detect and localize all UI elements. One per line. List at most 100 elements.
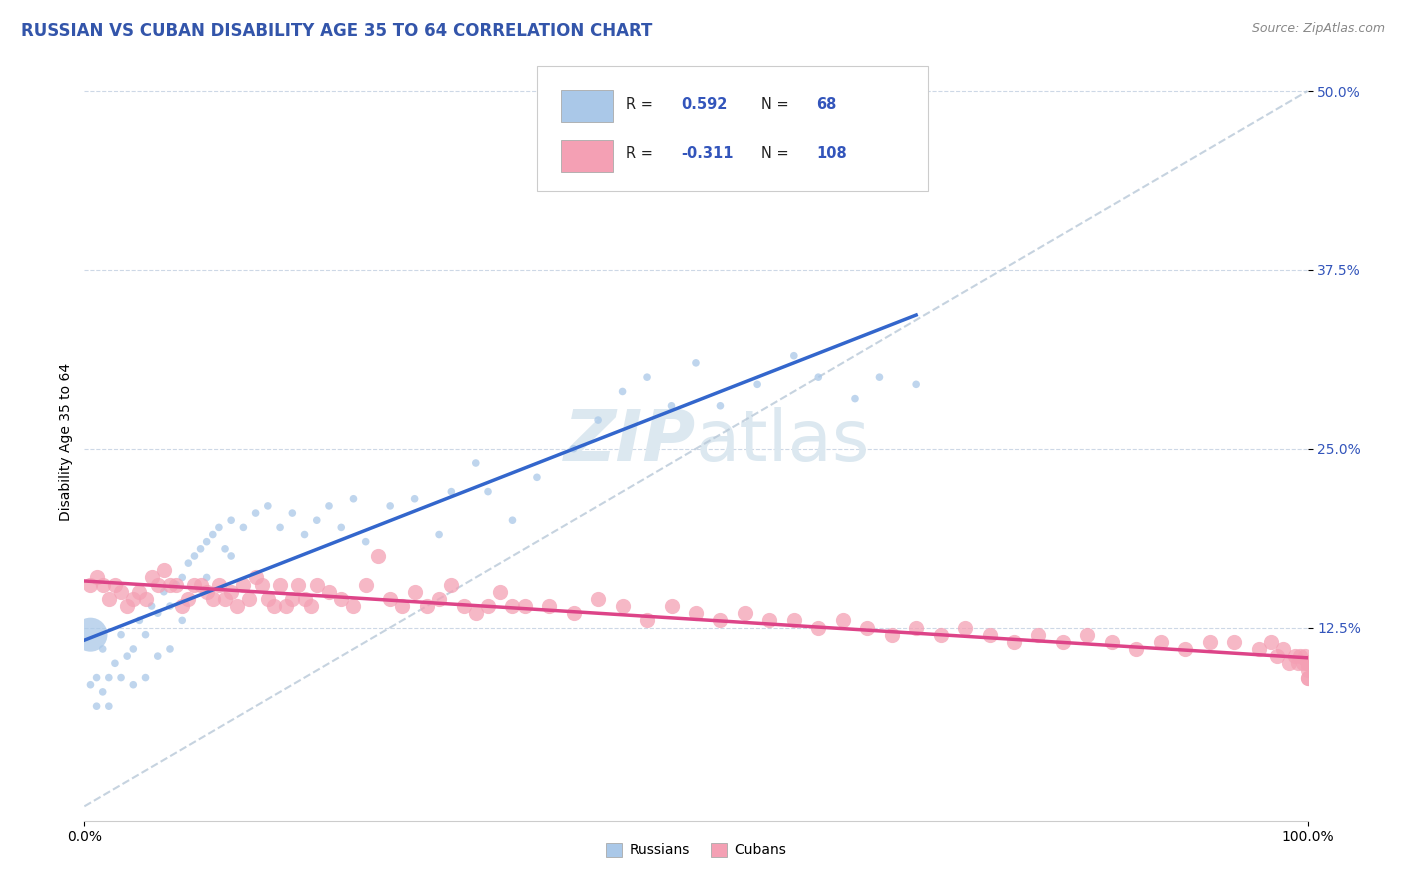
Point bbox=[1286, 657, 1309, 671]
Text: R =: R = bbox=[626, 96, 658, 112]
Y-axis label: Disability Age 35 to 64: Disability Age 35 to 64 bbox=[59, 362, 73, 521]
Point bbox=[128, 584, 150, 599]
Point bbox=[1296, 657, 1319, 671]
Point bbox=[612, 599, 634, 613]
Point bbox=[502, 599, 524, 613]
Point bbox=[208, 520, 231, 534]
Point bbox=[1296, 657, 1319, 671]
Point bbox=[831, 613, 853, 627]
Point bbox=[86, 671, 108, 685]
Point bbox=[153, 563, 176, 577]
Point bbox=[1150, 635, 1173, 649]
Text: 68: 68 bbox=[815, 96, 837, 112]
Point bbox=[440, 577, 463, 591]
Point bbox=[1284, 649, 1306, 664]
Point bbox=[299, 599, 322, 613]
Point bbox=[1028, 628, 1050, 642]
Point bbox=[330, 591, 353, 606]
Point bbox=[269, 577, 291, 591]
Point bbox=[190, 541, 212, 556]
Point bbox=[734, 606, 756, 620]
Point bbox=[427, 527, 450, 541]
Point bbox=[1289, 649, 1312, 664]
Point bbox=[880, 628, 903, 642]
Point bbox=[1296, 657, 1319, 671]
Point bbox=[219, 549, 242, 563]
Point bbox=[1198, 635, 1220, 649]
Point bbox=[953, 620, 976, 634]
Point bbox=[195, 534, 218, 549]
Point bbox=[464, 456, 486, 470]
Point bbox=[238, 591, 260, 606]
Point bbox=[159, 577, 181, 591]
Point bbox=[1247, 642, 1270, 657]
Point bbox=[86, 570, 108, 584]
Point bbox=[1296, 657, 1319, 671]
Point bbox=[404, 584, 426, 599]
Point bbox=[318, 584, 340, 599]
Point bbox=[110, 628, 132, 642]
Point bbox=[380, 591, 402, 606]
Point bbox=[477, 599, 499, 613]
Point bbox=[807, 370, 830, 384]
Point bbox=[245, 506, 267, 520]
Point bbox=[294, 527, 316, 541]
Point bbox=[440, 484, 463, 499]
Point bbox=[1296, 657, 1319, 671]
Point bbox=[91, 642, 114, 657]
Point bbox=[294, 591, 316, 606]
Point bbox=[1294, 649, 1316, 664]
Point bbox=[404, 491, 426, 506]
Point bbox=[747, 377, 769, 392]
Point bbox=[201, 591, 224, 606]
Point bbox=[172, 599, 194, 613]
Point bbox=[562, 606, 585, 620]
Point bbox=[195, 584, 218, 599]
Point bbox=[79, 628, 101, 642]
Point bbox=[636, 370, 658, 384]
Point bbox=[636, 613, 658, 627]
Point bbox=[214, 541, 236, 556]
Point bbox=[342, 599, 364, 613]
Text: -0.311: -0.311 bbox=[682, 146, 734, 161]
Point bbox=[97, 699, 120, 714]
Text: R =: R = bbox=[626, 146, 658, 161]
Point bbox=[1296, 657, 1319, 671]
Point bbox=[141, 599, 163, 613]
Point bbox=[245, 570, 267, 584]
Point bbox=[219, 584, 242, 599]
Point bbox=[153, 584, 176, 599]
Point bbox=[305, 513, 328, 527]
FancyBboxPatch shape bbox=[561, 90, 613, 122]
Point bbox=[141, 570, 163, 584]
Point bbox=[489, 584, 512, 599]
Point bbox=[122, 678, 145, 692]
Point bbox=[318, 499, 340, 513]
Point bbox=[562, 442, 585, 456]
Point bbox=[783, 613, 806, 627]
Point bbox=[281, 506, 304, 520]
Point bbox=[232, 577, 254, 591]
Point bbox=[856, 620, 879, 634]
Point bbox=[1076, 628, 1098, 642]
Point bbox=[146, 649, 169, 664]
Text: N =: N = bbox=[761, 146, 793, 161]
Point bbox=[502, 513, 524, 527]
Point bbox=[464, 606, 486, 620]
Legend: Russians, Cubans: Russians, Cubans bbox=[600, 837, 792, 863]
Point bbox=[1174, 642, 1197, 657]
Point bbox=[172, 570, 194, 584]
Point bbox=[201, 527, 224, 541]
Text: N =: N = bbox=[761, 96, 793, 112]
Point bbox=[477, 484, 499, 499]
Point bbox=[115, 599, 138, 613]
Point bbox=[586, 413, 609, 427]
Point bbox=[1296, 657, 1319, 671]
Point bbox=[1223, 635, 1246, 649]
Point bbox=[1101, 635, 1123, 649]
Point bbox=[122, 642, 145, 657]
Text: RUSSIAN VS CUBAN DISABILITY AGE 35 TO 64 CORRELATION CHART: RUSSIAN VS CUBAN DISABILITY AGE 35 TO 64… bbox=[21, 22, 652, 40]
Point bbox=[177, 556, 200, 570]
Point bbox=[1278, 657, 1301, 671]
Point bbox=[905, 620, 928, 634]
